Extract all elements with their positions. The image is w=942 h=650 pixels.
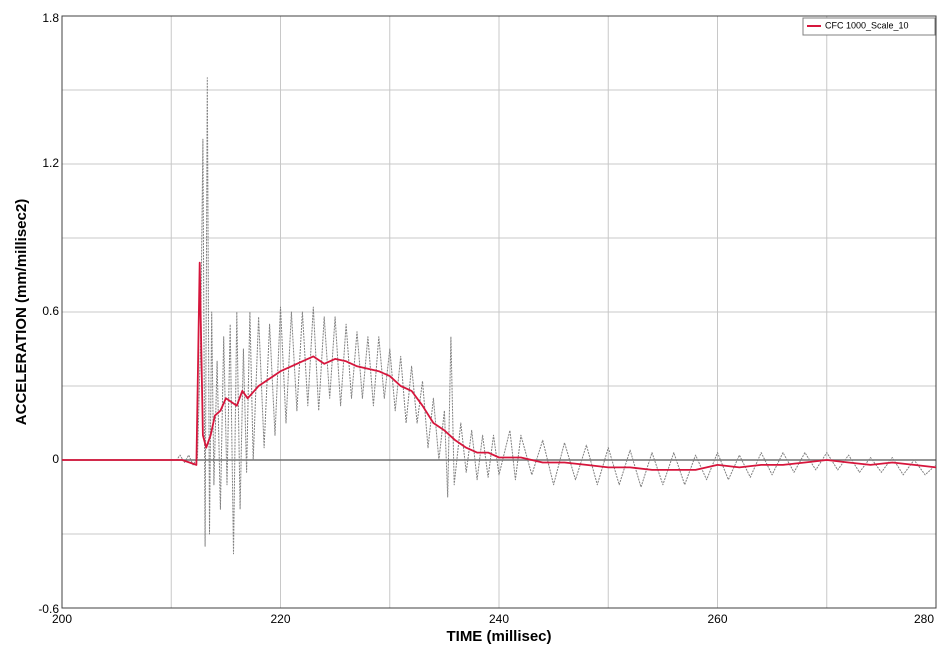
plot-border (61, 15, 937, 609)
x-tick-label: 280 (914, 612, 934, 626)
y-tick-label: 1.2 (42, 156, 59, 170)
y-axis-title: ACCELERATION (mm/millisec2) (13, 199, 30, 425)
legend-box (802, 17, 936, 36)
series-line (62, 261, 937, 471)
x-tick-label: 220 (270, 612, 290, 626)
y-tick-label: 0.6 (42, 304, 59, 318)
y-tick-label: -0.6 (38, 602, 59, 616)
x-tick-label: 240 (489, 612, 509, 626)
y-tick-label: 0 (52, 452, 59, 466)
y-tick-label: 1.8 (42, 11, 59, 25)
legend-label: CFC 1000_Scale_10 (825, 20, 909, 30)
x-tick-label: 200 (52, 612, 72, 626)
x-axis-title: TIME (millisec) (446, 628, 551, 645)
legend: CFC 1000_Scale_10 (802, 17, 936, 36)
x-tick-label: 260 (707, 612, 727, 626)
